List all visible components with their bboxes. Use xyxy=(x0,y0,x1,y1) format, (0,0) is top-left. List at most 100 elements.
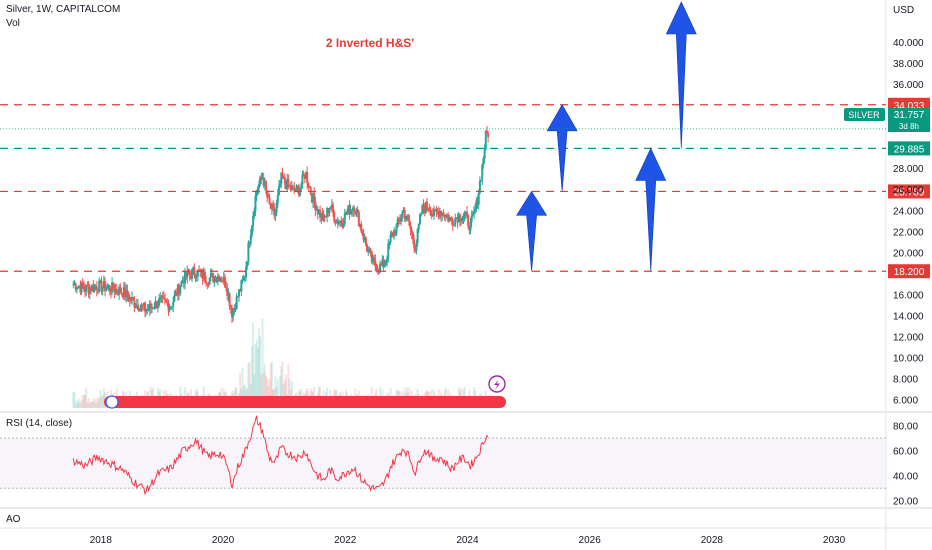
candle-body xyxy=(101,287,104,292)
price-tick: 26.000 xyxy=(893,185,924,196)
candle-body xyxy=(470,215,473,222)
price-tick: 10.000 xyxy=(893,353,924,364)
candle-body xyxy=(296,185,299,187)
candle-body xyxy=(235,296,238,310)
candle-body xyxy=(448,217,451,221)
projection-arrow[interactable] xyxy=(546,104,578,192)
candle-body xyxy=(257,183,260,189)
candle-body xyxy=(351,207,354,211)
candle-body xyxy=(113,289,116,293)
candle-body xyxy=(410,229,413,233)
volume-bar xyxy=(85,387,88,408)
candle-body xyxy=(114,288,117,293)
candle-body xyxy=(223,276,226,287)
candle-body xyxy=(145,310,148,312)
candle-body xyxy=(287,179,290,186)
projection-arrow[interactable] xyxy=(635,147,667,272)
candle-body xyxy=(460,220,463,222)
candle-body xyxy=(427,207,430,209)
candle-body xyxy=(171,306,174,308)
candle-body xyxy=(323,215,326,218)
level-label: 25.789 xyxy=(894,187,925,198)
price-tick: 12.000 xyxy=(893,332,924,343)
candle-body xyxy=(370,251,373,262)
price-axis[interactable]: 40.000 38.000 36.000 28.000 26.000 24.000 22.0… xyxy=(893,38,924,406)
candle-body xyxy=(393,230,396,237)
volume-bar xyxy=(282,383,285,408)
volume-bar xyxy=(73,391,76,408)
last-price-countdown: 3d 8h xyxy=(899,122,919,131)
candle-body xyxy=(473,210,476,214)
time-tick: 2018 xyxy=(90,535,113,546)
candle-body xyxy=(276,194,279,204)
projection-arrow[interactable] xyxy=(516,190,548,272)
candle-body xyxy=(88,288,91,294)
candle-body xyxy=(420,213,423,215)
level-label: 34.033 xyxy=(894,101,925,112)
candle-body xyxy=(160,296,163,298)
rsi-label[interactable]: RSI (14, close) xyxy=(6,418,73,429)
ao-label[interactable]: AO xyxy=(6,514,21,525)
candle-body xyxy=(219,277,222,282)
volume-label[interactable]: Vol xyxy=(6,18,20,29)
time-axis[interactable]: 2018 2020 2022 2024 2026 2028 2030 xyxy=(90,535,846,546)
volume-bar xyxy=(270,361,273,408)
candle-body xyxy=(159,297,162,299)
candle-body xyxy=(386,258,389,262)
candle-body xyxy=(422,205,425,210)
price-pane xyxy=(0,0,886,410)
candle-body xyxy=(172,301,175,307)
candle-body xyxy=(357,211,360,227)
candle-body xyxy=(97,290,100,292)
candle-body xyxy=(100,280,103,292)
candle-body xyxy=(178,284,181,294)
candle-body xyxy=(274,212,277,216)
candle-body xyxy=(329,207,332,209)
candle-body xyxy=(309,187,312,195)
price-tick: 8.000 xyxy=(893,374,918,385)
candle-body xyxy=(151,307,154,309)
candle-body xyxy=(250,225,253,236)
volume-bar xyxy=(75,399,78,408)
candle-body xyxy=(285,183,288,190)
candle-body xyxy=(435,210,438,212)
volume-bar xyxy=(93,402,96,408)
candle-body xyxy=(303,175,306,179)
projection-arrow[interactable] xyxy=(665,1,697,149)
candle-body xyxy=(476,200,479,205)
currency-label[interactable]: USD xyxy=(893,5,915,16)
candle-body xyxy=(207,283,210,285)
candle-body xyxy=(142,302,145,306)
candle-body xyxy=(91,285,94,292)
candle-body xyxy=(431,213,434,216)
candle-body xyxy=(449,217,452,219)
candle-body xyxy=(334,221,337,224)
candle-body xyxy=(131,297,134,301)
volume-bar xyxy=(257,328,260,408)
candle-body xyxy=(450,217,453,221)
candle-body xyxy=(315,208,318,211)
volume-bar xyxy=(78,398,81,408)
candle-body xyxy=(424,201,427,213)
candle-body xyxy=(391,232,394,237)
symbol-title[interactable]: Silver, 1W, CAPITALCOM xyxy=(6,4,121,15)
candle-body xyxy=(99,280,102,282)
candle-body xyxy=(135,304,138,307)
candle-body xyxy=(430,213,433,216)
price-tick: 14.000 xyxy=(893,311,924,322)
volume-bar xyxy=(79,403,82,408)
volume-bar xyxy=(72,392,75,408)
flag-icon[interactable] xyxy=(105,395,119,409)
candle-body xyxy=(321,213,324,221)
candle-body xyxy=(384,261,387,265)
candle-body xyxy=(104,281,107,292)
level-label-bg xyxy=(888,141,930,156)
candle-body xyxy=(196,270,199,277)
candle-body xyxy=(205,281,208,284)
candle-body xyxy=(317,210,320,215)
candle-body xyxy=(181,280,184,282)
candle-body xyxy=(363,237,366,240)
candle-body xyxy=(121,292,124,297)
candle-body xyxy=(241,279,244,281)
candle-body xyxy=(146,309,149,311)
